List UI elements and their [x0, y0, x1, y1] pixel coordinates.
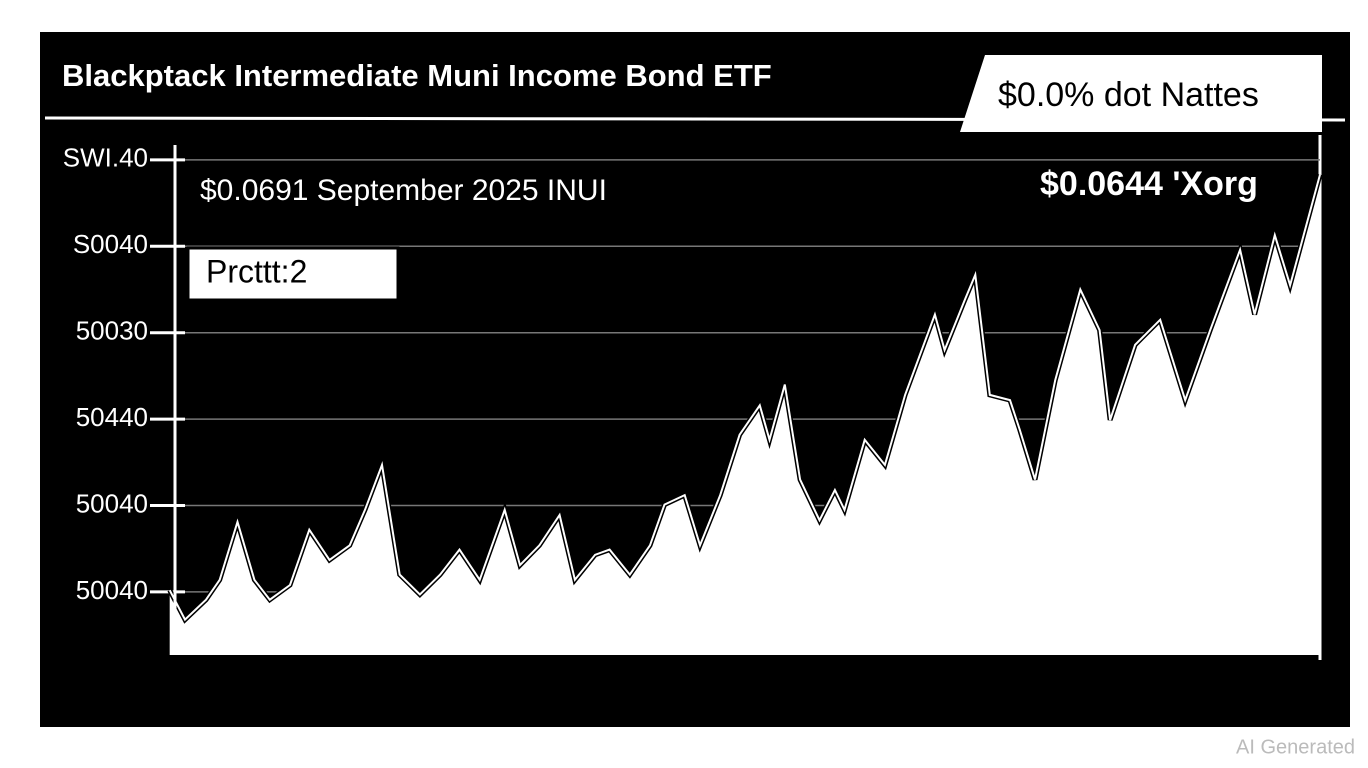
watermark: AI Generated [1236, 736, 1355, 758]
line-highlight [168, 174, 1321, 622]
x-tick-label: 4223 [383, 678, 441, 708]
annotation: $0.0691 September 2025 INUI [200, 174, 607, 207]
x-tick-label: 4225 [302, 678, 360, 708]
y-tick-label: 50030 [76, 316, 148, 346]
x-tick-label: 4320 [867, 678, 925, 708]
x-tick-label: 1450 [787, 678, 845, 708]
x-tick-label: =050 [1190, 678, 1249, 708]
x-tick-label: 4293 [544, 678, 602, 708]
y-tick-label: SWI.40 [63, 143, 148, 173]
y-tick-label: 50040 [76, 575, 148, 605]
area [169, 174, 1320, 655]
x-tick-label: 4290 [706, 678, 764, 708]
x-tick-label: 4220 [221, 678, 279, 708]
x-tick-label: 4250 [464, 678, 522, 708]
chart-title: Blackptack Intermediate Muni Income Bond… [62, 58, 772, 93]
x-tick-label: 4220 [141, 678, 199, 708]
x-tick-label: 7076 [1109, 678, 1167, 708]
y-tick-label: 50040 [76, 488, 148, 518]
plot [150, 145, 1323, 655]
annotation: Prcttt:2 [206, 253, 307, 289]
annotation: $0.0644 'Xorg [1040, 165, 1258, 203]
x-tick-label: 4655 [948, 678, 1006, 708]
badge-text: $0.0% dot Nattes [998, 76, 1259, 114]
y-tick-label: S0040 [73, 229, 148, 259]
x-tick-label: 4050 [1029, 678, 1087, 708]
x-tick-label: 4239 [1271, 678, 1329, 708]
x-tick-label: 4090 [625, 678, 683, 708]
y-tick-label: 50440 [76, 402, 148, 432]
label-box [186, 246, 400, 302]
badge [960, 55, 1322, 132]
